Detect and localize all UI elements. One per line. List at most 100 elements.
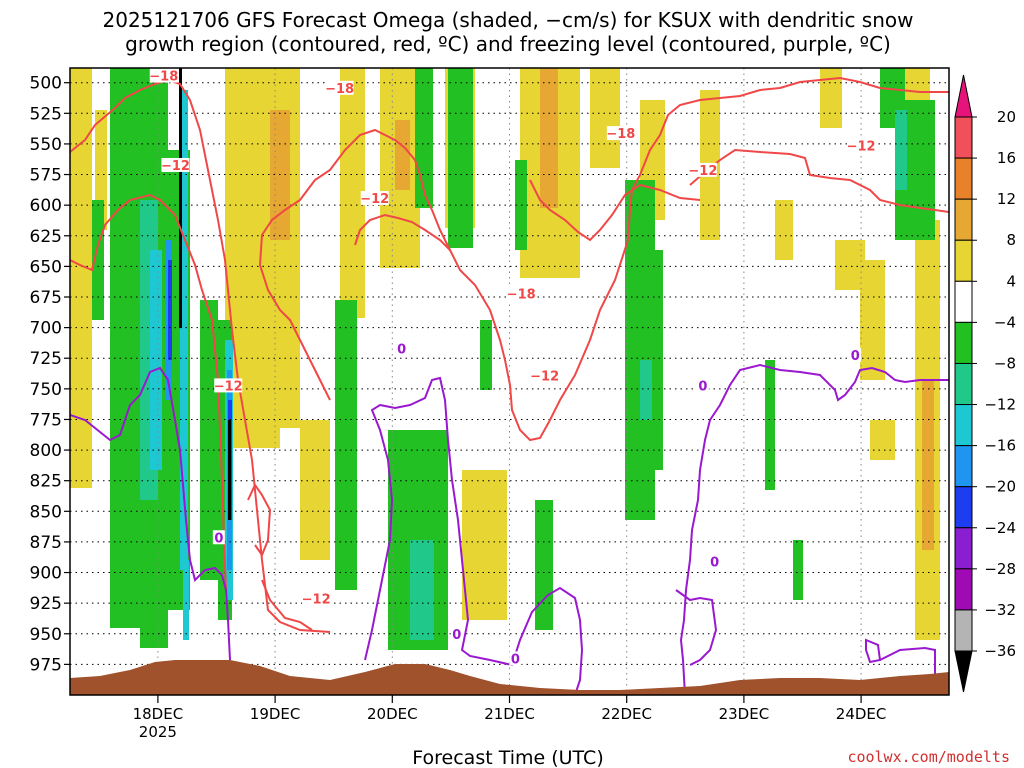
y-tick-label: 625 — [30, 227, 62, 247]
contour-label-bg — [849, 347, 862, 362]
y-tick-label: 525 — [30, 104, 62, 124]
y-tick-label: 800 — [30, 441, 62, 461]
contour-label-bg — [325, 80, 354, 95]
colorbar-tick-label: −32 — [984, 601, 1016, 619]
colorbar-band — [954, 239, 973, 282]
colorbar-tick-label: −20 — [984, 478, 1016, 496]
contour-label: 0 — [397, 343, 406, 358]
terrain-surface — [70, 660, 949, 695]
contour-label: 0 — [698, 379, 707, 394]
y-tick-label: 925 — [30, 594, 62, 614]
dgz-contours — [70, 76, 949, 633]
contour-label: −12 — [302, 592, 331, 607]
contour-label: −18 — [507, 288, 536, 303]
y-tick-label: 500 — [30, 74, 62, 94]
y-tick-label: 750 — [30, 380, 62, 400]
colorbar-tick-label: 12 — [997, 190, 1016, 208]
colorbar-band — [954, 198, 973, 241]
colorbar-bottom-arrow — [954, 650, 973, 693]
colorbar-tick-label: −16 — [984, 437, 1016, 455]
y-tick-label: 575 — [30, 166, 62, 186]
colorbar-band — [954, 321, 973, 364]
contour-label: −12 — [214, 379, 243, 394]
contour-label-bg — [696, 378, 709, 393]
contour-label: 0 — [511, 652, 520, 667]
colorbar-tick-label: −28 — [984, 560, 1016, 578]
y-tick-label: 550 — [30, 135, 62, 155]
x-tick-label: 19DEC — [250, 705, 301, 723]
x-tick-sublabel: 2025 — [139, 723, 177, 741]
contour-label: 0 — [214, 531, 223, 546]
grid-lines — [70, 68, 949, 695]
contour-label: −12 — [847, 139, 876, 154]
contour-label-bg — [507, 286, 536, 301]
colorbar-tick-label: −4 — [994, 313, 1016, 331]
x-tick-label: 18DEC — [133, 705, 184, 723]
contour-label: 0 — [452, 628, 461, 643]
y-tick-label: 600 — [30, 196, 62, 216]
colorbar: 20 16 12 8 4 −4 −8 −12 −16 −20 −24 −28 −32 −36 — [954, 74, 1016, 693]
x-tick-label: 20DEC — [367, 705, 418, 723]
x-tick-label: 24DEC — [836, 705, 887, 723]
contour-label-bg — [606, 126, 635, 141]
colorbar-tick-label: −8 — [994, 354, 1016, 372]
colorbar-band — [954, 609, 973, 652]
y-tick-label: 675 — [30, 288, 62, 308]
contour-label-bg — [847, 138, 876, 153]
colorbar-tick-label: 8 — [1006, 231, 1016, 249]
colorbar-band — [954, 486, 973, 529]
plot-area: −18 −12 −18 −12 −18 −12 −18 −12 −12 −12 −12 0 0 0 0 0 0 0 — [70, 68, 949, 695]
chart-title-line-2: growth region (contoured, red, ºC) and f… — [125, 32, 891, 56]
colorbar-band — [954, 362, 973, 406]
y-tick-label: 950 — [30, 625, 62, 645]
contour-label-bg — [212, 530, 225, 545]
contour-label: −18 — [606, 127, 635, 142]
contour-label-bg — [395, 341, 408, 356]
contour-label-bg — [302, 591, 331, 606]
colorbar-band — [954, 527, 973, 570]
contour-label: −12 — [530, 370, 559, 385]
colorbar-tick-label: 20 — [997, 108, 1016, 126]
colorbar-tick-label: −12 — [984, 396, 1016, 414]
contour-label-bg — [161, 157, 190, 172]
x-tick-label: 21DEC — [484, 705, 535, 723]
chart-title-line-1: 2025121706 GFS Forecast Omega (shaded, −… — [103, 8, 914, 32]
y-tick-label: 975 — [30, 655, 62, 675]
y-axis: 500 525 550 575 600 625 650 675 700 725 750 775 800 8… — [30, 74, 70, 675]
contour-label-bg — [688, 162, 717, 177]
freezing-level-contours — [70, 363, 949, 695]
contour-label-bg — [450, 626, 463, 641]
watermark: coolwx.com/modelts — [847, 748, 1010, 766]
y-tick-label: 825 — [30, 472, 62, 492]
colorbar-band — [954, 157, 973, 200]
colorbar-tick-label: −24 — [984, 519, 1016, 537]
y-tick-label: 875 — [30, 533, 62, 553]
y-tick-label: 650 — [30, 257, 62, 277]
contour-label-bg — [509, 651, 522, 666]
contour-label-bg — [530, 368, 559, 383]
y-tick-label: 700 — [30, 319, 62, 339]
colorbar-band — [954, 568, 973, 611]
contour-label: −18 — [325, 82, 354, 97]
contour-label: −12 — [161, 159, 190, 174]
colorbar-band — [954, 404, 973, 447]
colorbar-band — [954, 280, 973, 323]
x-tick-label: 23DEC — [719, 705, 770, 723]
colorbar-band — [954, 116, 973, 159]
colorbar-band — [954, 445, 973, 488]
contour-label: −18 — [149, 70, 178, 85]
contour-label-bg — [149, 68, 178, 83]
contour-label: −12 — [688, 164, 717, 179]
x-tick-label: 22DEC — [601, 705, 652, 723]
y-tick-label: 900 — [30, 564, 62, 584]
contour-labels: −18 −12 −18 −12 −18 −12 −18 −12 −12 −12 −12 0 0 0 0 0 0 0 — [149, 68, 876, 667]
colorbar-top-arrow — [954, 74, 973, 118]
colorbar-tick-label: 16 — [997, 149, 1016, 167]
x-axis-title: Forecast Time (UTC) — [412, 747, 603, 768]
omega-shading — [70, 68, 940, 650]
contour-label-bg — [708, 554, 721, 569]
y-tick-label: 725 — [30, 349, 62, 369]
colorbar-tick-label: 4 — [1006, 272, 1016, 290]
